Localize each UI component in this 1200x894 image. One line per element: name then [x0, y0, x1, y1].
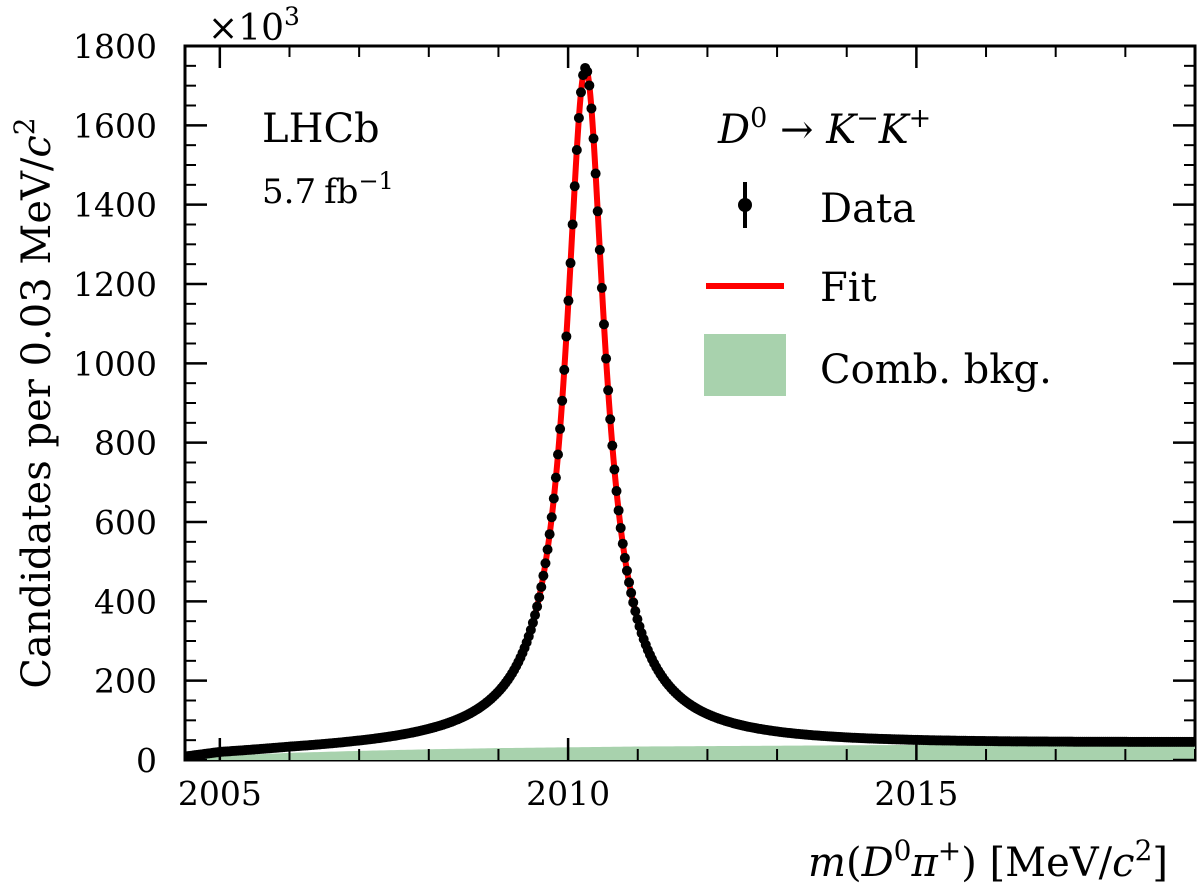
data-point	[544, 529, 555, 540]
legend-entry-data: Data	[738, 182, 916, 232]
decay-mode-label: D0 → K−K+	[717, 103, 931, 153]
legend-fit-label: Fit	[820, 265, 877, 311]
data-point	[594, 244, 605, 255]
data-point	[540, 558, 551, 569]
y-tick-label: 600	[94, 503, 157, 542]
data-point	[542, 544, 553, 555]
data-point	[626, 587, 637, 598]
data-point	[617, 538, 628, 549]
data-point	[550, 472, 561, 483]
y-tick-label: 1800	[73, 27, 157, 66]
data-point	[532, 601, 543, 612]
data-point	[534, 592, 545, 603]
data-point	[630, 606, 641, 617]
data-point	[584, 80, 595, 91]
plot-frame	[183, 44, 1197, 762]
y-tick-label: 1000	[73, 344, 157, 383]
data-point	[615, 522, 626, 533]
y-tick-label: 1200	[73, 265, 157, 304]
data-point	[561, 331, 572, 342]
y-tick-label: 800	[94, 424, 157, 463]
x-tick-labels: 2005 2010 2015	[178, 774, 959, 813]
data-point	[530, 610, 541, 621]
data-point	[559, 364, 570, 375]
x-tick-label: 2015	[874, 774, 958, 813]
data-point	[628, 597, 639, 608]
data-point	[538, 570, 549, 581]
data-point	[601, 353, 612, 364]
data-point	[555, 423, 566, 434]
data-point	[557, 395, 568, 406]
data-point	[605, 414, 616, 425]
data-point	[567, 219, 578, 230]
axis-ticks	[185, 44, 1196, 762]
data-point	[619, 552, 630, 563]
legend-entry-fit: Fit	[706, 265, 877, 311]
y-tick-label: 200	[94, 662, 157, 701]
data-point	[611, 486, 622, 497]
data-point	[598, 319, 609, 330]
legend-data-label: Data	[820, 186, 916, 232]
data-point	[609, 464, 620, 475]
data-point	[546, 512, 557, 523]
data-point	[596, 282, 607, 293]
data-point	[588, 133, 599, 144]
data-point	[582, 66, 593, 77]
data-points	[185, 62, 1195, 760]
x-tick-label: 2010	[526, 774, 610, 813]
data-point	[563, 295, 574, 306]
data-point	[1188, 736, 1195, 747]
data-point	[571, 144, 582, 155]
y-tick-label: 1400	[73, 186, 157, 225]
legend-background-swatch	[704, 334, 786, 396]
y-axis-multiplier: ×103	[208, 2, 300, 49]
data-point	[621, 565, 632, 576]
data-point	[569, 181, 580, 192]
data-point	[613, 505, 624, 516]
experiment-label: LHCb	[262, 106, 380, 152]
data-point	[607, 440, 618, 451]
data-point	[624, 577, 635, 588]
data-point	[592, 206, 603, 217]
combinatorial-background-area	[185, 743, 1195, 760]
legend-entry-background: Comb. bkg.	[704, 334, 1052, 396]
legend-background-label: Comb. bkg.	[820, 347, 1052, 393]
data-point	[548, 493, 559, 504]
data-point	[603, 385, 614, 396]
data-point	[553, 449, 563, 460]
y-axis-title: Candidates per 0.03 MeV/c2	[8, 117, 60, 688]
x-axis-title: m(D0π+) [MeV/c2]	[808, 834, 1168, 886]
y-tick-labels: 0 200 400 600 800 1000 1200 1400 1600 1800	[73, 27, 157, 780]
legend-data-marker	[738, 198, 752, 212]
data-point	[586, 103, 597, 114]
data-point	[573, 112, 584, 123]
y-tick-label: 400	[94, 582, 157, 621]
data-point	[527, 617, 538, 628]
data-point	[590, 168, 601, 179]
data-point	[565, 258, 576, 269]
x-tick-label: 2005	[178, 774, 262, 813]
luminosity-label: 5.7 fb−1	[262, 167, 394, 212]
data-point	[536, 582, 547, 593]
data-point	[575, 87, 586, 98]
y-tick-label: 0	[136, 741, 157, 780]
y-tick-label: 1600	[73, 106, 157, 145]
legend: Data Fit Comb. bkg.	[704, 182, 1052, 396]
